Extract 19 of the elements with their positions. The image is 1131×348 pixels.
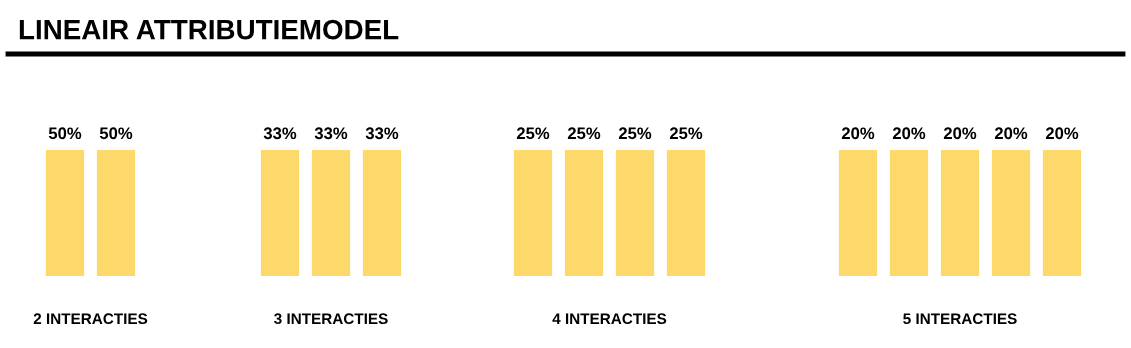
data-label: 20% [994, 127, 1028, 140]
data-label: 50% [48, 127, 82, 140]
data-label: 20% [943, 127, 977, 140]
text: 4 INTERACTIES [552, 313, 667, 325]
data-label: 20% [892, 127, 926, 140]
text: 5 INTERACTIES [903, 313, 1017, 325]
data-label: 50% [99, 127, 133, 140]
data-label: 25% [669, 127, 703, 140]
data-label: 33% [314, 127, 348, 140]
data-label: 25% [516, 127, 550, 140]
data-label: 25% [567, 127, 601, 140]
text: LINEAIR ATTRIBUTIEMODEL [19, 19, 399, 40]
data-label: 20% [1045, 127, 1079, 140]
text: 2 INTERACTIES [33, 313, 148, 325]
data-label: 33% [263, 127, 297, 140]
data-label: 25% [618, 127, 652, 140]
data-label: 20% [841, 127, 875, 140]
text: 3 INTERACTIES [274, 313, 388, 325]
data-label: 33% [365, 127, 399, 140]
